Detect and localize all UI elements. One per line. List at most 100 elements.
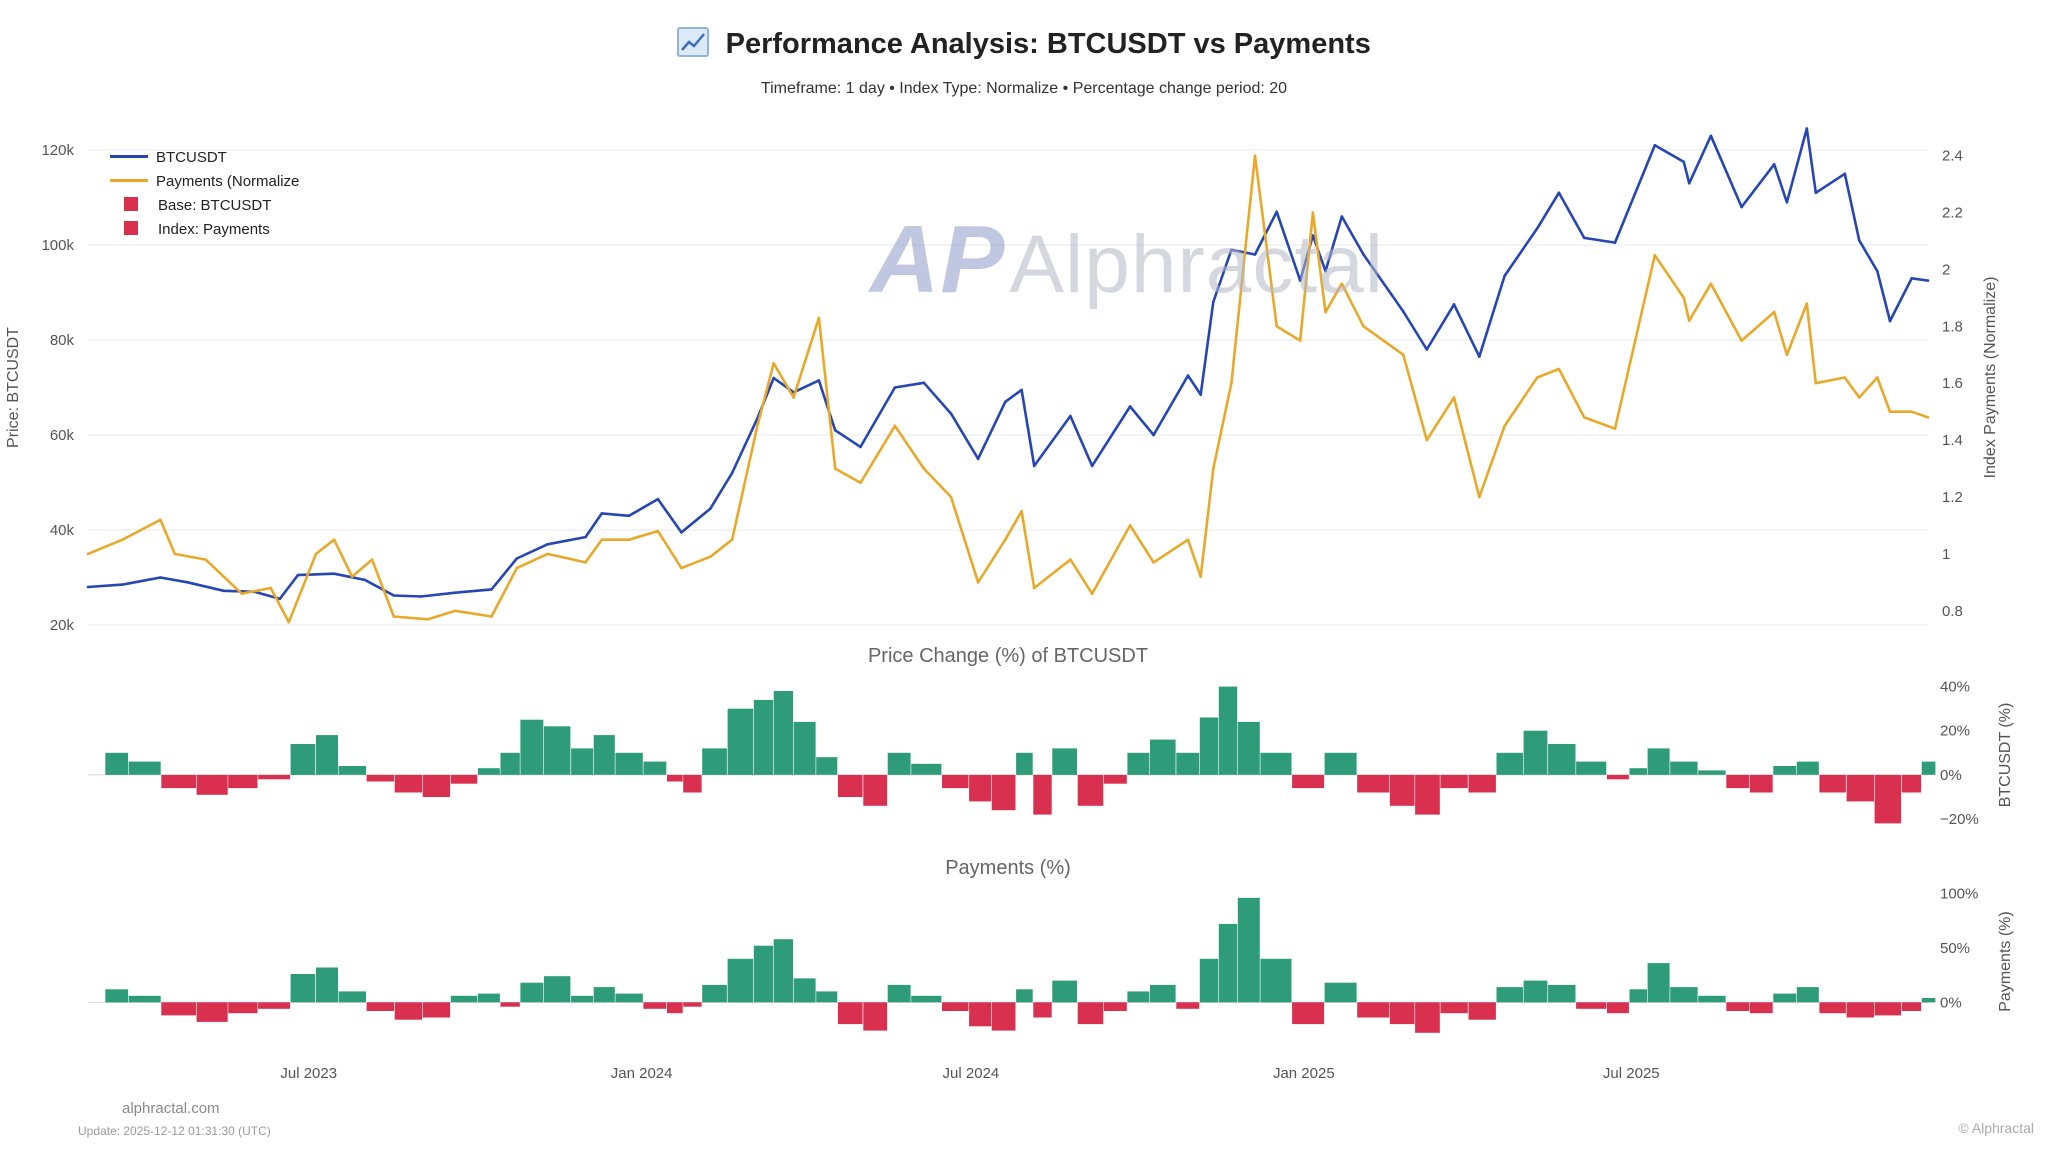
bar-negative [969,1002,992,1027]
bar-positive [477,768,500,775]
data-point [1186,538,1190,541]
bar-positive [816,991,838,1003]
data-point [1876,376,1879,379]
data-point [1582,236,1586,240]
bar-positive [1016,752,1033,775]
bar-negative [942,1002,969,1011]
ytick-label-right: 1.6 [1942,375,1963,392]
data-point [1402,310,1405,313]
data-point [584,535,587,539]
bar-positive [543,726,571,775]
data-point [976,581,980,584]
bar-positive [1218,686,1238,775]
data-point [204,558,207,561]
bar-positive [1773,993,1797,1003]
data-point [1324,310,1327,314]
bar-positive [816,757,838,775]
data-point [1253,253,1257,256]
bar-positive [793,978,816,1003]
data-point [680,531,683,534]
data-point [159,576,162,579]
data-point [1687,182,1691,185]
legend-item-index[interactable]: Index: Payments [110,218,299,242]
bar-negative [837,1002,863,1025]
bar-positive [1150,984,1176,1003]
bar-positive [1052,980,1077,1003]
bar-negative [837,774,863,797]
legend-item-base[interactable]: Base: BTCUSDT [110,194,299,218]
legend-swatch-index [124,221,138,236]
bar-positive [753,699,774,775]
data-point [490,588,493,591]
bar-negative [366,1002,394,1011]
data-point [240,592,244,595]
bar-positive [1260,752,1292,775]
bar-positive [290,974,316,1003]
bar-positive [1647,748,1670,775]
data-point [1340,215,1344,218]
data-point [792,396,795,399]
bar-negative [1292,1002,1325,1025]
bar-negative [667,774,683,782]
bar-negative [683,774,702,793]
data-point [1230,381,1233,385]
data-point [287,620,291,624]
xtick-label: Jan 2025 [1273,1065,1335,1082]
ytick-label-right: 100% [1940,885,1978,902]
data-point [922,467,926,470]
bar-negative [1176,1002,1200,1009]
bar-negative [1901,774,1922,793]
footer-copyright: © Alphractal [1958,1120,2034,1136]
bar-positive [911,995,942,1003]
bar-positive [702,748,727,775]
data-point [893,424,897,428]
bar-positive [1523,730,1548,775]
data-point [709,555,712,558]
footer-site[interactable]: alphractal.com [122,1100,220,1117]
data-point [680,566,683,570]
bar-positive [1199,958,1219,1003]
bar-negative [228,1002,258,1014]
panel-title: Price Change (%) of BTCUSDT [868,645,1148,667]
data-point [1503,424,1506,428]
data-point [1910,277,1913,280]
bar-negative [942,774,969,789]
data-point [1910,410,1913,414]
bar-positive [1324,752,1357,775]
y-axis-label-right: Index Payments (Normalize) [1982,277,1999,479]
bar-negative [1846,1002,1874,1018]
bar-positive [128,761,161,775]
data-point [1709,282,1713,286]
data-point [1772,310,1776,314]
bar-positive [1773,766,1797,775]
bar-positive [571,748,594,775]
bar-negative [394,774,423,793]
bar-positive [793,721,816,775]
ytick-label-right: 1.4 [1942,432,1963,449]
bar-positive [1496,752,1523,775]
data-point [859,481,862,485]
bar-positive [1670,761,1698,775]
legend: BTCUSDT Payments (Normalize Base: BTCUSD… [110,146,299,242]
data-point [1709,134,1713,138]
data-point [454,609,457,613]
bar-negative [500,1002,520,1007]
data-point [392,594,396,597]
bar-negative [1292,774,1325,789]
data-point [627,538,631,541]
legend-item-payments[interactable]: Payments (Normalize [110,170,299,194]
bar-negative [1819,1002,1846,1014]
bar-negative [1440,774,1468,789]
data-point [278,597,282,601]
bar-negative [1606,1002,1629,1014]
data-point [1020,509,1023,513]
bar-negative [196,1002,228,1022]
bar-negative [1468,774,1496,793]
bar-negative [1468,1002,1496,1020]
bar-positive [316,967,338,1003]
data-point [772,376,775,380]
legend-item-btcusdt[interactable]: BTCUSDT [110,146,299,170]
data-point [772,362,775,365]
bar-negative [394,1002,423,1020]
